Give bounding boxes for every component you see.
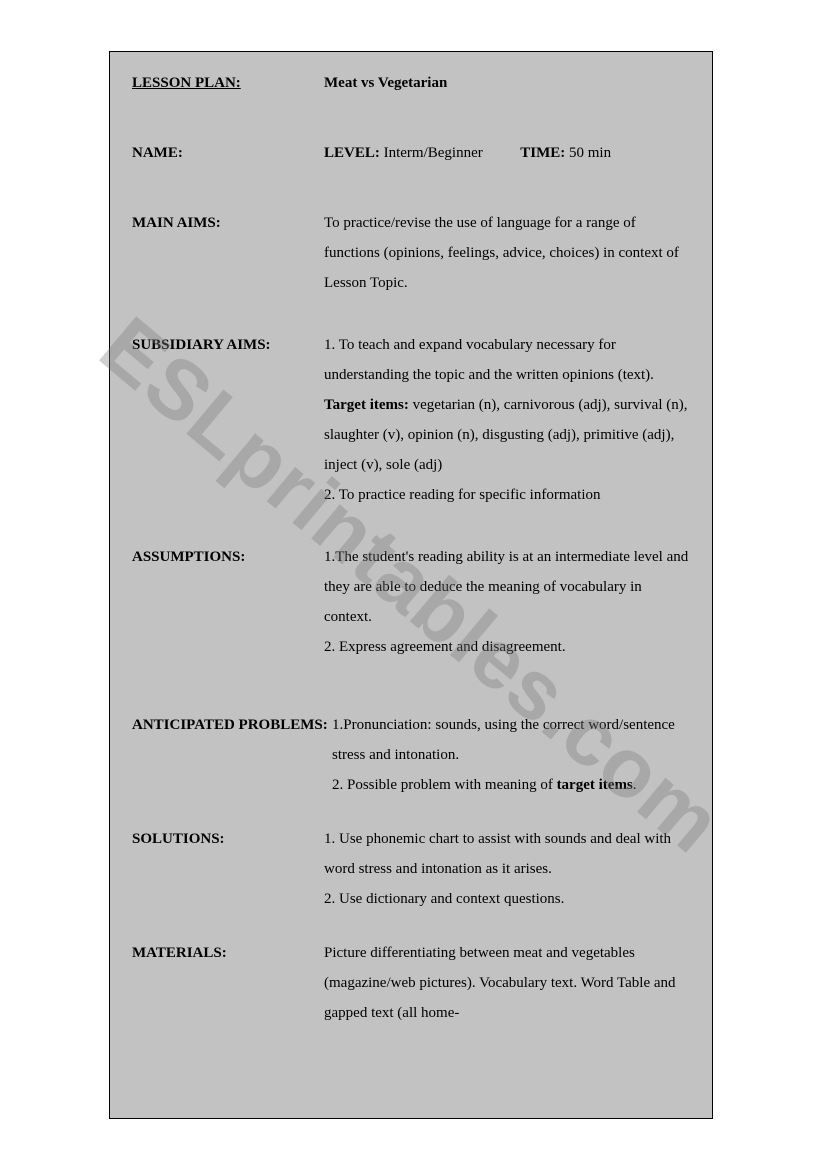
level-value: Interm/Beginner xyxy=(384,145,483,161)
name-label-text: NAME: xyxy=(132,145,183,161)
materials-text: Picture differentiating between meat and… xyxy=(324,938,690,1028)
meta-row: NAME: LEVEL: Interm/Beginner TIME: 50 mi… xyxy=(132,138,690,168)
level-time: LEVEL: Interm/Beginner TIME: 50 min xyxy=(324,138,690,168)
subsidiary-aims-text: 1. To teach and expand vocabulary necess… xyxy=(324,330,690,510)
header-row: LESSON PLAN: Meat vs Vegetarian xyxy=(132,68,690,98)
lesson-plan-label-text: LESSON PLAN: xyxy=(132,75,241,91)
sub-aims-p2: 2. To practice reading for specific info… xyxy=(324,487,600,503)
level-label: LEVEL: xyxy=(324,145,380,161)
materials-label: MATERIALS: xyxy=(132,938,324,968)
main-aims-text: To practice/revise the use of language f… xyxy=(324,208,690,298)
sub-aims-pre: 1. To teach and expand vocabulary necess… xyxy=(324,337,654,383)
problems-row: ANTICIPATED PROBLEMS: 1.Pronunciation: s… xyxy=(132,710,690,800)
solutions-p2: 2. Use dictionary and context questions. xyxy=(324,891,564,907)
problems-p2-pre: 2. Possible problem with meaning of xyxy=(332,777,557,793)
time-label: TIME: xyxy=(520,145,565,161)
time-value: 50 min xyxy=(569,145,611,161)
assumptions-p1: 1.The student's reading ability is at an… xyxy=(324,549,688,625)
solutions-text: 1. Use phonemic chart to assist with sou… xyxy=(324,824,690,914)
lesson-plan-label: LESSON PLAN: xyxy=(132,68,324,98)
assumptions-label: ASSUMPTIONS: xyxy=(132,542,324,572)
problems-text: 1.Pronunciation: sounds, using the corre… xyxy=(332,710,690,800)
problems-p2-bold: target items xyxy=(557,777,633,793)
assumptions-text: 1.The student's reading ability is at an… xyxy=(324,542,690,662)
assumptions-p2: 2. Express agreement and disagreement. xyxy=(324,639,566,655)
subsidiary-aims-row: SUBSIDIARY AIMS: 1. To teach and expand … xyxy=(132,330,690,510)
problems-label: ANTICIPATED PROBLEMS: xyxy=(132,710,332,740)
main-aims-row: MAIN AIMS: To practice/revise the use of… xyxy=(132,208,690,298)
solutions-label: SOLUTIONS: xyxy=(132,824,324,854)
target-items-label: Target items: xyxy=(324,397,409,413)
subsidiary-aims-label: SUBSIDIARY AIMS: xyxy=(132,330,324,360)
assumptions-row: ASSUMPTIONS: 1.The student's reading abi… xyxy=(132,542,690,662)
lesson-title: Meat vs Vegetarian xyxy=(324,68,690,98)
document-page: LESSON PLAN: Meat vs Vegetarian NAME: LE… xyxy=(109,51,713,1119)
name-label: NAME: xyxy=(132,138,324,168)
solutions-p1: 1. Use phonemic chart to assist with sou… xyxy=(324,831,671,877)
solutions-row: SOLUTIONS: 1. Use phonemic chart to assi… xyxy=(132,824,690,914)
problems-p1: 1.Pronunciation: sounds, using the corre… xyxy=(332,717,675,763)
main-aims-label: MAIN AIMS: xyxy=(132,208,324,238)
materials-row: MATERIALS: Picture differentiating betwe… xyxy=(132,938,690,1028)
problems-p2-post: . xyxy=(633,777,637,793)
